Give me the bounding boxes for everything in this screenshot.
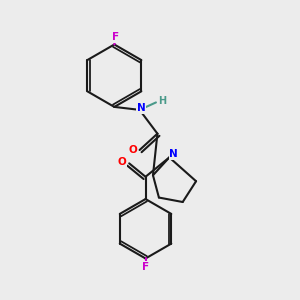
Text: F: F — [142, 262, 149, 272]
Text: O: O — [129, 145, 137, 155]
Text: O: O — [117, 157, 126, 167]
Text: F: F — [112, 32, 119, 42]
Text: N: N — [137, 103, 146, 113]
Text: N: N — [169, 149, 178, 160]
Text: H: H — [158, 96, 166, 106]
